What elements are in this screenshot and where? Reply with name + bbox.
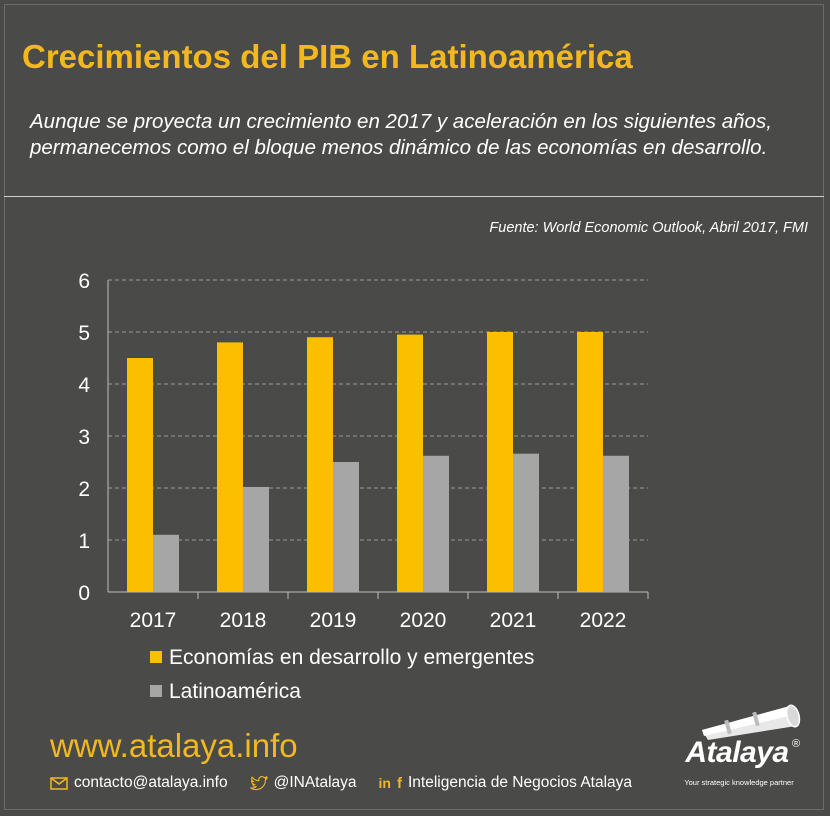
bar-emerging-2021 <box>487 332 513 592</box>
page-title: Crecimientos del PIB en Latinoamérica <box>22 38 633 75</box>
bar-emerging-2022 <box>577 332 603 592</box>
legend-swatch <box>150 685 162 697</box>
bar-latam-2020 <box>423 455 449 592</box>
website-url[interactable]: www.atalaya.info <box>50 727 298 764</box>
source-note: Fuente: World Economic Outlook, Abril 20… <box>489 220 808 236</box>
twitter-handle[interactable]: @INAtalaya <box>273 774 357 791</box>
bar-emerging-2019 <box>307 337 333 592</box>
social-name[interactable]: Inteligencia de Negocios Atalaya <box>408 774 633 791</box>
bar-emerging-2017 <box>127 358 153 592</box>
x-tick-label: 2021 <box>490 609 537 632</box>
legend-label: Latinoamérica <box>169 680 301 703</box>
y-tick-label: 1 <box>78 530 90 553</box>
logo-name: Atalaya <box>685 736 789 769</box>
twitter-icon[interactable] <box>249 775 268 791</box>
y-tick-label: 3 <box>78 426 90 449</box>
x-tick-label: 2022 <box>580 609 627 632</box>
y-tick-label: 0 <box>78 582 90 605</box>
bar-emerging-2018 <box>217 342 243 592</box>
legend-label: Economías en desarrollo y emergentes <box>169 646 534 669</box>
bar-latam-2022 <box>603 455 629 592</box>
x-tick-label: 2019 <box>310 609 357 632</box>
registered-mark: ® <box>792 738 801 750</box>
contact-email[interactable]: contacto@atalaya.info <box>74 774 228 791</box>
gdp-bar-chart: 0 1 2 3 4 5 6 2017 2018 2019 2020 2021 2022 Economías… <box>78 270 649 703</box>
bar-latam-2019 <box>333 462 359 592</box>
y-tick-label: 4 <box>78 374 90 397</box>
contact-line: contacto@atalaya.info @INAtalaya in f In… <box>50 772 632 794</box>
atalaya-logo: Atalaya ® Your strategic knowledge partn… <box>672 700 812 800</box>
bar-latam-2017 <box>153 534 179 592</box>
mail-icon <box>50 776 68 790</box>
y-tick-label: 5 <box>78 322 90 345</box>
bar-latam-2021 <box>513 453 539 592</box>
y-tick-label: 6 <box>78 270 90 293</box>
divider <box>4 196 824 197</box>
telescope-icon <box>702 704 801 740</box>
facebook-icon[interactable]: f <box>397 774 402 792</box>
logo-tagline: Your strategic knowledge partner <box>684 778 794 787</box>
legend-swatch <box>150 651 162 663</box>
y-tick-label: 2 <box>78 478 90 501</box>
linkedin-icon[interactable]: in <box>378 775 391 791</box>
bar-emerging-2020 <box>397 334 423 592</box>
page-subtitle: Aunque se proyecta un crecimiento en 201… <box>30 110 772 159</box>
x-tick-label: 2017 <box>130 609 177 632</box>
bar-latam-2018 <box>243 486 269 592</box>
x-tick-label: 2018 <box>220 609 267 632</box>
x-tick-label: 2020 <box>400 609 447 632</box>
